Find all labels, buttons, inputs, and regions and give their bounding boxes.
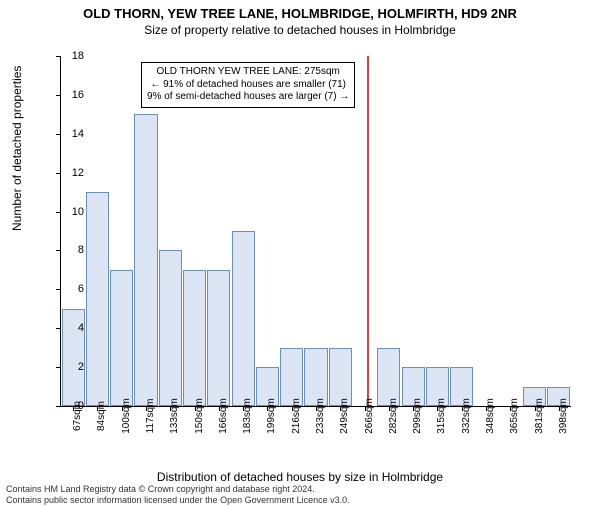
xtick-label: 183sqm [242,398,253,434]
xtick-label: 100sqm [121,398,132,434]
annotation-box: OLD THORN YEW TREE LANE: 275sqm← 91% of … [141,62,355,108]
chart-title: OLD THORN, YEW TREE LANE, HOLMBRIDGE, HO… [0,6,600,21]
xtick-label: 133sqm [169,398,180,434]
xtick-label: 381sqm [534,398,545,434]
y-axis-label: Number of detached properties [10,66,24,231]
xtick-label: 315sqm [436,398,447,434]
xtick-label: 299sqm [412,398,423,434]
xtick-label: 150sqm [194,398,205,434]
chart-area: OLD THORN YEW TREE LANE: 275sqm← 91% of … [60,56,570,406]
histogram-bar [183,270,206,406]
marker-line [367,56,369,406]
xtick-label: 266sqm [364,398,375,434]
ytick-label: 16 [54,89,84,101]
xtick-label: 117sqm [145,399,156,434]
xtick-label: 166sqm [218,398,229,434]
histogram-bar [232,231,255,406]
xtick-label: 84sqm [96,401,107,431]
xtick-label: 233sqm [315,398,326,434]
histogram-bar [86,192,109,406]
ytick-label: 0 [54,400,84,412]
xtick-label: 282sqm [388,398,399,434]
footer-line-1: Contains HM Land Registry data © Crown c… [6,484,350,495]
ytick-label: 2 [54,361,84,373]
histogram-bar [134,114,157,406]
ytick-label: 8 [54,244,84,256]
chart-subtitle: Size of property relative to detached ho… [0,23,600,37]
xtick-label: 332sqm [461,398,472,434]
histogram-bar [207,270,230,406]
histogram-bar [110,270,133,406]
ytick-label: 12 [54,167,84,179]
xtick-label: 398sqm [558,398,569,434]
ytick-label: 4 [54,322,84,334]
x-axis-label: Distribution of detached houses by size … [0,470,600,484]
plot-region [60,56,571,407]
xtick-label: 249sqm [339,398,350,434]
footer: Contains HM Land Registry data © Crown c… [6,484,350,506]
xtick-label: 348sqm [485,398,496,434]
footer-line-2: Contains public sector information licen… [6,495,350,506]
ytick-label: 14 [54,128,84,140]
ytick-label: 10 [54,206,84,218]
ytick-label: 6 [54,283,84,295]
xtick-label: 216sqm [291,398,302,434]
ytick-label: 18 [54,50,84,62]
histogram-bar [159,250,182,406]
xtick-label: 199sqm [266,398,277,434]
xtick-label: 365sqm [509,398,520,434]
